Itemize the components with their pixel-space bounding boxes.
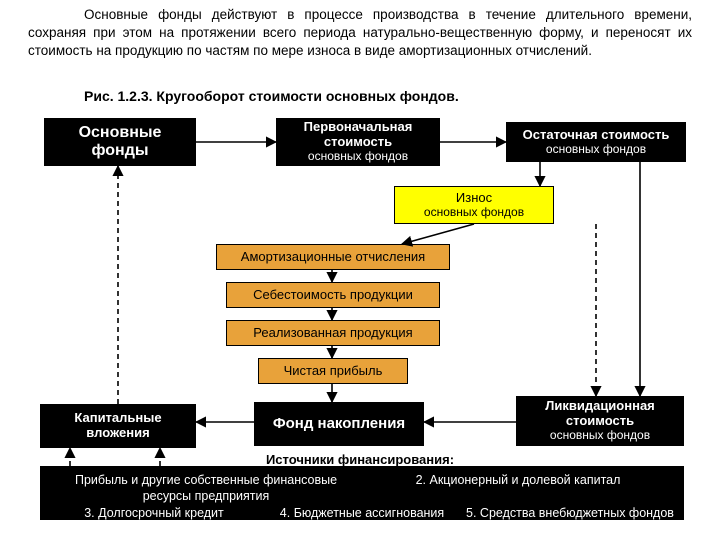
sources-header: Источники финансирования: <box>0 452 720 467</box>
box-fond_nak: Фонд накопления <box>254 402 424 446</box>
sources-row2-cell-1: 4. Бюджетные ассигнования <box>258 505 466 521</box>
box-kapvlozh: Капитальные вложения <box>40 404 196 448</box>
box-ostatoch-sub: основных фондов <box>546 143 646 157</box>
box-realiz: Реализованная продукция <box>226 320 440 346</box>
sources-row1-cell-0: Прибыль и другие собственные финансовые … <box>50 472 362 505</box>
box-iznos-sub: основных фондов <box>424 206 524 220</box>
box-pervonach: Первоначальная стоимостьосновных фондов <box>276 118 440 166</box>
box-fond_nak-title: Фонд накопления <box>273 415 405 432</box>
intro-paragraph: Основные фонды действуют в процессе прои… <box>28 6 692 61</box>
box-chistaya: Чистая прибыль <box>258 358 408 384</box>
sources-row1-cell-1: 2. Акционерный и долевой капитал <box>362 472 674 505</box>
box-kapvlozh-title: Капитальные вложения <box>45 411 191 441</box>
box-ostatoch-title: Остаточная стоимость <box>523 128 670 143</box>
box-pervonach-sub: основных фондов <box>308 150 408 164</box>
box-sebest-title: Себестоимость продукции <box>253 288 413 303</box>
box-likvid-sub: основных фондов <box>550 429 650 443</box>
box-sebest: Себестоимость продукции <box>226 282 440 308</box>
box-pervonach-title: Первоначальная стоимость <box>281 120 435 150</box>
figure-caption: Рис. 1.2.3. Кругооборот стоимости основн… <box>28 88 692 104</box>
box-iznos: Износосновных фондов <box>394 186 554 224</box>
box-amort: Амортизационные отчисления <box>216 244 450 270</box>
box-chistaya-title: Чистая прибыль <box>284 364 383 379</box>
box-likvid-title: Ликвидационная стоимость <box>521 399 679 429</box>
box-ostatoch: Остаточная стоимостьосновных фондов <box>506 122 686 162</box>
arrow-4 <box>402 224 474 244</box>
box-osn_fondy-title: Основные фонды <box>49 124 191 161</box>
box-osn_fondy: Основные фонды <box>44 118 196 166</box>
box-realiz-title: Реализованная продукция <box>253 326 412 341</box>
sources-row2-cell-0: 3. Долгосрочный кредит <box>50 505 258 521</box>
sources-row2: 3. Долгосрочный кредит4. Бюджетные ассиг… <box>50 505 674 521</box>
sources-box: Прибыль и другие собственные финансовые … <box>40 466 684 520</box>
box-likvid: Ликвидационная стоимостьосновных фондов <box>516 396 684 446</box>
box-iznos-title: Износ <box>456 191 492 206</box>
sources-row2-cell-2: 5. Средства внебюджетных фондов <box>466 505 674 521</box>
sources-row1: Прибыль и другие собственные финансовые … <box>50 472 674 505</box>
box-amort-title: Амортизационные отчисления <box>241 250 425 265</box>
